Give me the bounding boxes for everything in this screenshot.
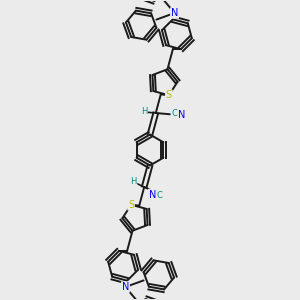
Text: C: C	[171, 109, 177, 118]
Text: H: H	[130, 178, 136, 187]
Text: N: N	[171, 8, 178, 18]
Text: S: S	[166, 90, 172, 100]
Text: S: S	[128, 200, 134, 210]
Text: H: H	[141, 107, 147, 116]
Text: N: N	[148, 190, 156, 200]
Text: N: N	[122, 282, 129, 292]
Text: N: N	[178, 110, 185, 120]
Text: C: C	[157, 191, 163, 200]
